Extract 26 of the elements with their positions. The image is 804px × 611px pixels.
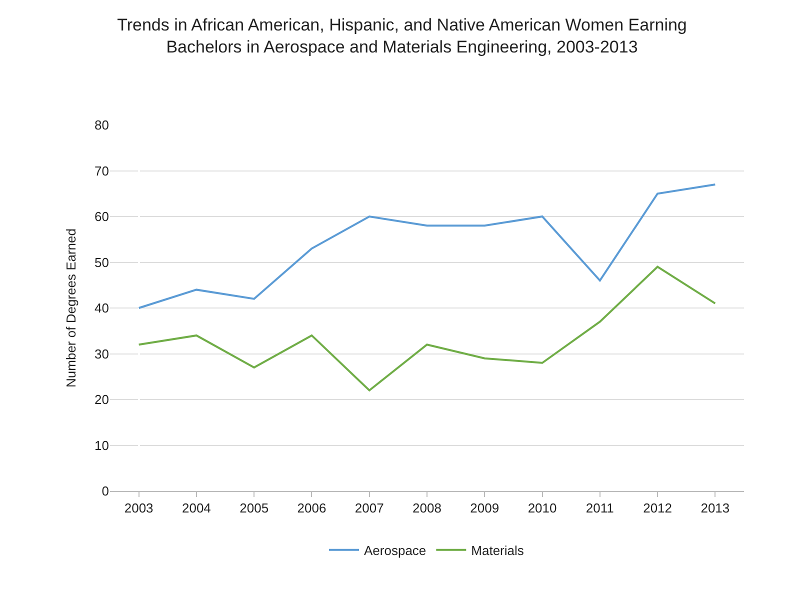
y-tick-label: 40: [94, 300, 109, 316]
x-tick-label: 2012: [643, 500, 672, 516]
legend-label: Materials: [471, 542, 524, 558]
x-tick-label: 2007: [354, 500, 384, 516]
x-tick-label: 2003: [124, 500, 154, 516]
y-tick-label: 50: [94, 254, 109, 270]
y-tick-label: 10: [94, 438, 109, 453]
x-tick-label: 2004: [182, 500, 211, 516]
y-tick-label: 70: [94, 163, 109, 178]
y-tick-label: 30: [94, 346, 109, 362]
x-tick-label: 2009: [470, 500, 500, 516]
y-tick-label: 20: [94, 392, 109, 408]
line-series: [138, 266, 716, 392]
x-tick-label: 2011: [586, 500, 614, 516]
legend-label: Aerospace: [364, 542, 426, 558]
y-axis-title: Number of Degrees Earned: [63, 228, 78, 388]
y-tick-label: 60: [94, 209, 109, 224]
x-tick-label: 2010: [528, 500, 557, 516]
x-tick-label: 2006: [297, 500, 326, 516]
chart-title: Trends in African American, Hispanic, and Native American Women Earning Bachelors in Aerospace and Materials Engineering, 2003-2013: [117, 16, 687, 57]
y-tick-label: 80: [94, 118, 109, 133]
x-tick-label: 2008: [412, 500, 442, 516]
x-tick-label: 2013: [700, 500, 730, 516]
line-series: [138, 183, 716, 309]
y-tick-label: 0: [102, 484, 109, 499]
x-tick-label: 2005: [240, 500, 269, 516]
